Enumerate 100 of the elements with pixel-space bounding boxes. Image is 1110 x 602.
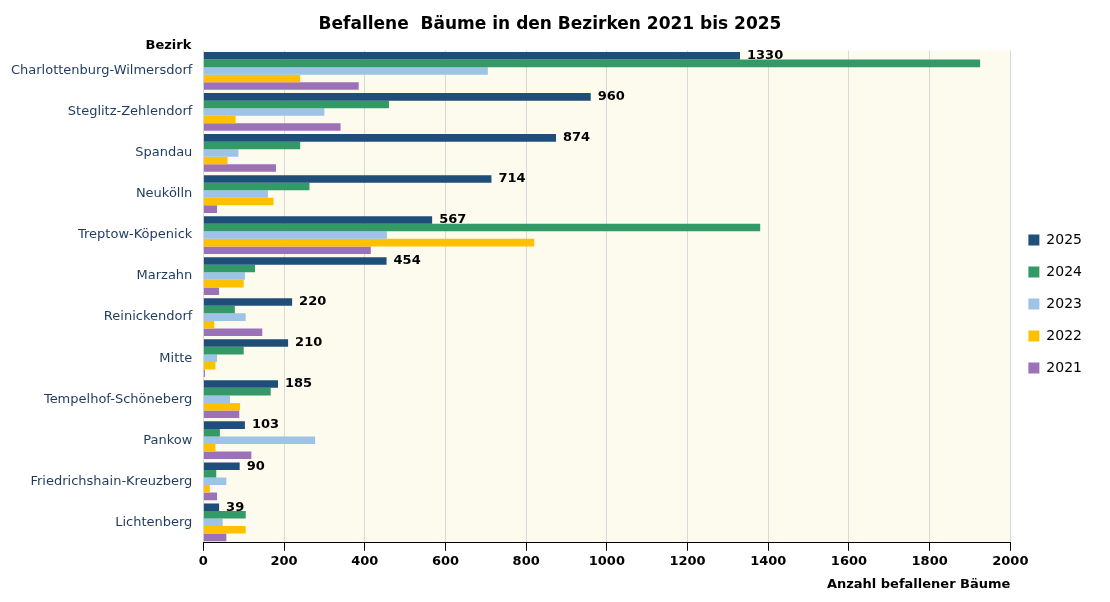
x-tick-label: 600 <box>431 552 460 568</box>
data-label: 1330 <box>747 47 784 63</box>
bar <box>203 402 241 411</box>
bar <box>203 264 255 273</box>
bar <box>203 313 246 321</box>
x-tick-label: 1600 <box>830 552 868 568</box>
x-tick-label: 200 <box>270 552 298 568</box>
bar <box>203 272 245 280</box>
bar <box>203 533 227 542</box>
bar <box>203 492 218 501</box>
data-label: 567 <box>439 211 467 227</box>
bar <box>203 428 220 437</box>
y-tick-label: Treptow-Köpenick <box>77 226 193 242</box>
legend-label: 2022 <box>1046 326 1083 343</box>
bar <box>203 149 239 157</box>
bar <box>203 134 557 142</box>
x-tick-label: 800 <box>512 552 540 568</box>
bar <box>203 93 591 101</box>
bar <box>203 82 359 90</box>
legend-label: 2021 <box>1046 358 1083 375</box>
bar <box>203 526 246 534</box>
bar <box>203 216 433 224</box>
y-tick-label: Marzahn <box>136 267 193 283</box>
chart-title: Befallene Bäume in den Bezirken 2021 bis 2025 <box>318 12 782 33</box>
bar <box>203 320 215 329</box>
bar <box>203 328 263 336</box>
y-tick-label: Tempelhof-Schöneberg <box>42 390 193 406</box>
bar <box>203 197 274 206</box>
bar <box>203 436 316 444</box>
bar <box>203 395 230 403</box>
data-label: 90 <box>246 457 265 473</box>
bar <box>203 182 310 191</box>
y-tick-label: Neukölln <box>135 185 193 201</box>
bar <box>203 100 389 109</box>
data-label: 874 <box>563 129 591 145</box>
bar <box>203 190 268 198</box>
bar <box>203 257 387 265</box>
bar <box>203 74 301 83</box>
y-tick-label: Mitte <box>159 349 193 365</box>
x-tick-label: 0 <box>198 552 208 568</box>
bar <box>203 477 227 486</box>
bar <box>203 59 981 68</box>
bar <box>203 346 244 355</box>
bar <box>203 141 301 150</box>
bar <box>203 223 761 232</box>
bar <box>203 354 218 362</box>
bar <box>203 462 240 470</box>
y-tick-label: Reinickendorf <box>103 308 193 324</box>
x-tick-label: 400 <box>351 552 379 568</box>
data-label: 220 <box>299 293 327 309</box>
data-label: 454 <box>393 252 421 268</box>
y-tick-label: Lichtenberg <box>115 513 193 529</box>
bar <box>203 421 245 429</box>
bar <box>203 205 218 213</box>
bar <box>203 175 492 183</box>
bar <box>203 238 535 247</box>
bar <box>203 510 246 519</box>
x-tick-label: 1400 <box>750 552 787 568</box>
bar <box>203 518 223 527</box>
bar <box>203 156 228 165</box>
bar <box>203 231 387 239</box>
bar <box>203 451 252 460</box>
legend-label: 2025 <box>1046 230 1083 247</box>
bar <box>203 123 341 131</box>
data-label: 960 <box>597 88 625 104</box>
x-axis-title: Anzahl befallener Bäume <box>826 575 1011 591</box>
bar <box>203 387 271 396</box>
legend-label: 2023 <box>1046 294 1083 311</box>
y-tick-label: Steglitz-Zehlendorf <box>67 103 193 119</box>
bar <box>203 380 278 388</box>
data-label: 210 <box>295 334 323 350</box>
bar <box>203 108 325 116</box>
legend-label: 2024 <box>1046 262 1083 279</box>
bar <box>203 305 235 314</box>
y-tick-label: Friedrichshain-Kreuzberg <box>30 472 193 488</box>
x-tick-label: 1000 <box>588 552 625 568</box>
bar <box>203 115 236 124</box>
bar <box>203 246 371 254</box>
y-tick-label: Pankow <box>143 431 193 447</box>
bar <box>203 279 244 288</box>
bar <box>203 410 240 419</box>
y-tick-label: Spandau <box>135 144 193 160</box>
bar <box>203 287 220 295</box>
bar <box>203 339 289 347</box>
bar <box>203 67 488 75</box>
x-tick-label: 1800 <box>911 552 948 568</box>
bar <box>203 485 210 493</box>
data-label: 714 <box>498 170 526 186</box>
bar <box>203 503 220 511</box>
bar <box>203 443 216 452</box>
y-tick-label: Charlottenburg-Wilmersdorf <box>10 62 193 78</box>
bar <box>203 52 741 60</box>
data-label: 103 <box>251 416 280 432</box>
x-tick-label: 1200 <box>669 552 706 568</box>
data-label: 39 <box>226 498 245 514</box>
bar <box>203 164 276 172</box>
y-axis-title: Bezirk <box>145 37 192 53</box>
data-label: 185 <box>285 375 313 391</box>
x-tick-label: 2000 <box>992 552 1029 568</box>
bar <box>203 298 293 306</box>
